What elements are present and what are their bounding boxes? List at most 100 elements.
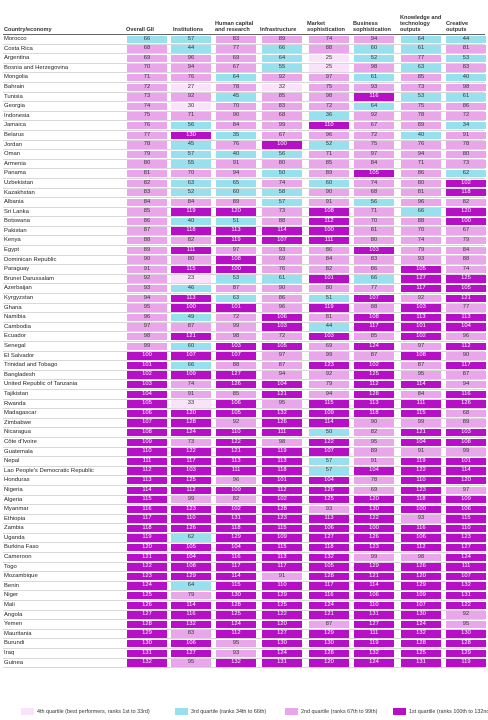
rank-cell: 53 — [446, 54, 486, 63]
rank-cell: 113 — [216, 227, 256, 235]
rank-cell: 93 — [127, 285, 167, 293]
rank-cell: 92 — [262, 73, 302, 82]
rank-cell: 77 — [446, 304, 486, 312]
rank-cell: 108 — [401, 352, 441, 360]
rank-cell: 116 — [309, 592, 349, 600]
country-name: Mali — [4, 602, 15, 609]
rank-cell: 79 — [401, 246, 441, 255]
country-name: Niger — [4, 592, 19, 599]
rank-cell: 33 — [171, 400, 211, 408]
rank-cell: 68 — [354, 189, 394, 197]
rank-cell: 94 — [262, 371, 302, 379]
rank-cell: 107 — [216, 352, 256, 360]
rank-cell: 98 — [262, 438, 302, 446]
rank-cell: 89 — [354, 448, 394, 456]
rank-cell: 124 — [401, 620, 441, 629]
rank-cell: 69 — [216, 54, 256, 63]
rank-cell: 70 — [216, 102, 256, 111]
rank-cell: 131 — [401, 659, 441, 667]
rank-cell: 61 — [262, 275, 302, 283]
table-row: Azerbaijan 93 46 87 90 80 77 117 105 — [3, 284, 486, 295]
table-row: Bosnia and Herzegovina 70 94 67 55 25 98 63 83 — [3, 64, 486, 74]
table-row: Guinea 132 95 132 131 120 124 131 119 — [3, 659, 486, 669]
rank-cell: 111 — [446, 563, 486, 571]
country-name: Burkina Faso — [4, 544, 39, 551]
rank-cell: 116 — [171, 611, 211, 619]
rank-cell: 101 — [309, 275, 349, 283]
legend-item: 2nd quartile (ranks 67th to 99th) — [285, 707, 377, 716]
rank-cell: 132 — [262, 409, 302, 418]
rank-cell: 91 — [401, 448, 441, 456]
country-name: Guatemala — [4, 448, 33, 455]
table-row: Benin 124 64 115 110 117 114 129 132 — [3, 582, 486, 592]
rank-cell: 94 — [309, 390, 349, 398]
rank-cell: 120 — [171, 409, 211, 418]
rank-cell: 112 — [262, 486, 302, 494]
rank-cell: 91 — [262, 572, 302, 581]
rank-cell: 95 — [171, 659, 211, 667]
table-row: Brunei Darussalam 92 23 53 61 101 66 127 125 — [3, 275, 486, 285]
rank-cell: 52 — [309, 141, 349, 149]
country-name: Bangladesh — [4, 371, 36, 378]
table-row: Argentina 69 96 69 64 25 52 77 53 — [3, 54, 486, 64]
rank-cell: 116 — [127, 505, 167, 514]
rank-cell: 115 — [401, 409, 441, 418]
country-name: Oman — [4, 151, 21, 158]
table-row: Namibia 96 49 72 106 81 108 113 113 — [3, 313, 486, 323]
rank-cell: 57 — [309, 467, 349, 475]
country-name: Nepal — [4, 458, 20, 465]
rank-cell: 105 — [127, 400, 167, 408]
rank-cell: 110 — [216, 428, 256, 437]
rank-cell: 82 — [354, 428, 394, 437]
rank-cell: 97 — [354, 150, 394, 159]
rank-cell: 85 — [309, 160, 349, 168]
rank-cell: 69 — [127, 54, 167, 63]
rank-cell: 99 — [262, 121, 302, 130]
rank-cell: 112 — [354, 380, 394, 389]
rank-cell: 130 — [262, 640, 302, 648]
rank-cell: 130 — [216, 592, 256, 600]
rank-cell: 122 — [216, 438, 256, 446]
rank-cell: 102 — [262, 496, 302, 504]
country-name: Yemen — [4, 621, 23, 628]
rank-cell: 99 — [354, 553, 394, 562]
rank-cell: 25 — [309, 54, 349, 63]
rank-cell: 91 — [127, 265, 167, 274]
table-row: Nepal 111 117 113 113 57 91 119 101 — [3, 457, 486, 467]
rank-cell: 114 — [171, 601, 211, 610]
rank-cell: 129 — [446, 649, 486, 657]
rank-cell: 109 — [309, 409, 349, 418]
rank-cell: 112 — [401, 544, 441, 552]
rank-cell: 71 — [354, 208, 394, 216]
rank-cell: 84 — [401, 390, 441, 398]
rank-cell: 126 — [127, 601, 167, 610]
rank-cell: 93 — [309, 505, 349, 514]
rank-cell: 95 — [354, 438, 394, 446]
rank-cell: 106 — [354, 592, 394, 600]
rank-cell: 110 — [354, 601, 394, 610]
rank-cell: 88 — [309, 45, 349, 53]
table-row: Algeria 115 99 82 102 125 120 118 109 — [3, 496, 486, 506]
rank-cell: 82 — [216, 496, 256, 504]
rank-cell: 111 — [354, 630, 394, 638]
legend-swatch — [393, 708, 406, 715]
rank-cell: 80 — [127, 160, 167, 168]
rank-cell: 85 — [127, 208, 167, 216]
rank-cell: 114 — [446, 467, 486, 475]
rank-cell: 84 — [171, 198, 211, 207]
country-name: Uzbekistan — [4, 179, 34, 186]
rank-cell: 80 — [309, 285, 349, 293]
rank-cell: 117 — [446, 361, 486, 370]
rank-cell: 103 — [401, 304, 441, 312]
header-creative-outputs: Creative outputs — [446, 21, 469, 33]
rank-cell: 125 — [309, 496, 349, 504]
rank-cell: 89 — [309, 169, 349, 178]
rank-cell: 71 — [127, 73, 167, 82]
rank-cell: 86 — [446, 102, 486, 111]
rank-cell: 89 — [216, 198, 256, 207]
country-name: Trinidad and Tobago — [4, 362, 58, 369]
rank-cell: 57 — [171, 35, 211, 43]
rank-cell: 115 — [127, 496, 167, 504]
rank-cell: 84 — [309, 256, 349, 264]
rank-cell: 36 — [309, 112, 349, 120]
